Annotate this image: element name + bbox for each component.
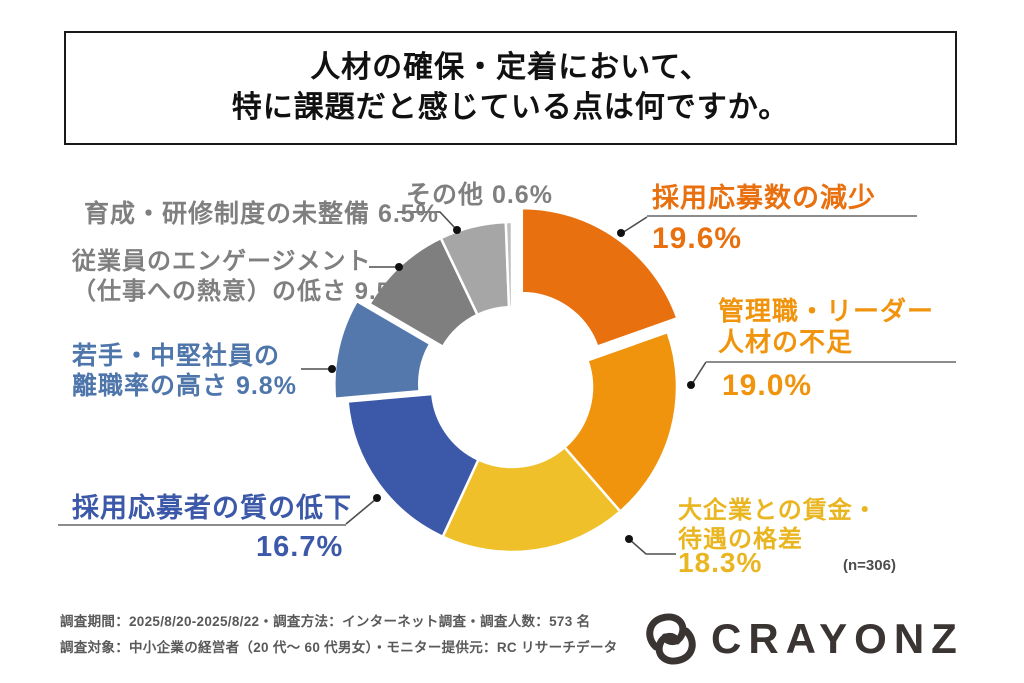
leader-line-6	[397, 211, 456, 229]
survey-note-line1: 調査期間：2025/8/20-2025/8/22・調査方法：インターネット調査・…	[60, 614, 591, 629]
callout-young-turnover-line1: 若手・中堅社員の	[72, 342, 281, 370]
callout-other-label: その他 0.6%	[406, 181, 553, 209]
callout-applicant-quality-value: 16.7%	[256, 531, 344, 563]
crayonz-logo-wordmark: CRAYONZ	[711, 615, 964, 662]
callout-training-label: 育成・研修制度の未整備 6.5%	[84, 200, 439, 228]
callout-engagement-line1: 従業員のエンゲージメント	[72, 248, 372, 275]
leader-dot-1	[687, 381, 695, 389]
leader-dot-0	[617, 229, 625, 237]
survey-question-box: 人材の確保・定着において、 特に課題だと感じている点は何ですか。	[64, 31, 957, 145]
crayonz-logo: CRAYONZ	[641, 610, 964, 668]
leader-dot-2	[625, 535, 633, 543]
underline-recruit-decline	[647, 215, 917, 217]
donut-segment-2	[441, 446, 622, 554]
callout-engagement-line2: （仕事への熱意）の低さ 9.5%	[72, 278, 414, 305]
callout-wage-gap-line2: 待遇の格差	[678, 526, 803, 553]
underline-applicant-quality	[58, 524, 346, 526]
survey-question-line1: 人材の確保・定着において、	[310, 51, 711, 84]
leader-dot-3	[373, 494, 381, 502]
leader-line-1	[691, 361, 707, 385]
leader-dot-5	[395, 263, 403, 271]
leader-line-0	[621, 216, 648, 234]
callout-manager-shortage-line1: 管理職・リーダー	[718, 296, 935, 326]
callout-young-turnover-line2: 離職率の高さ 9.8%	[72, 372, 297, 400]
leader-dot-4	[328, 365, 336, 373]
callout-wage-gap-value: 18.3%	[678, 547, 763, 578]
survey-note-line2: 調査対象：中小企業の経営者（20 代〜 60 代男女）・モニター提供元：RC リ…	[60, 640, 618, 655]
callout-applicant-quality-label: 採用応募者の質の低下	[72, 493, 352, 523]
survey-question-line2: 特に課題だと感じている点は何ですか。	[231, 91, 790, 124]
donut-segment-7	[504, 220, 514, 309]
callout-manager-shortage-line2: 人材の不足	[718, 327, 854, 357]
sample-size-note: (n=306)	[843, 557, 896, 574]
leader-dot-6	[453, 226, 461, 234]
underline-manager-shortage	[706, 361, 956, 363]
leader-line-2	[628, 538, 676, 555]
callout-manager-shortage-value: 19.0%	[722, 369, 813, 402]
callout-recruit-decline-value: 19.6%	[652, 222, 743, 255]
donut-segment-3	[346, 392, 480, 538]
donut-segment-1	[563, 330, 679, 513]
callout-recruit-decline-label: 採用応募数の減少	[652, 183, 876, 213]
callout-wage-gap-line1: 大企業との賃金・	[678, 497, 878, 524]
donut-segment-0	[520, 206, 679, 348]
crayonz-logo-icon	[646, 613, 696, 665]
leader-line-3	[345, 498, 377, 525]
